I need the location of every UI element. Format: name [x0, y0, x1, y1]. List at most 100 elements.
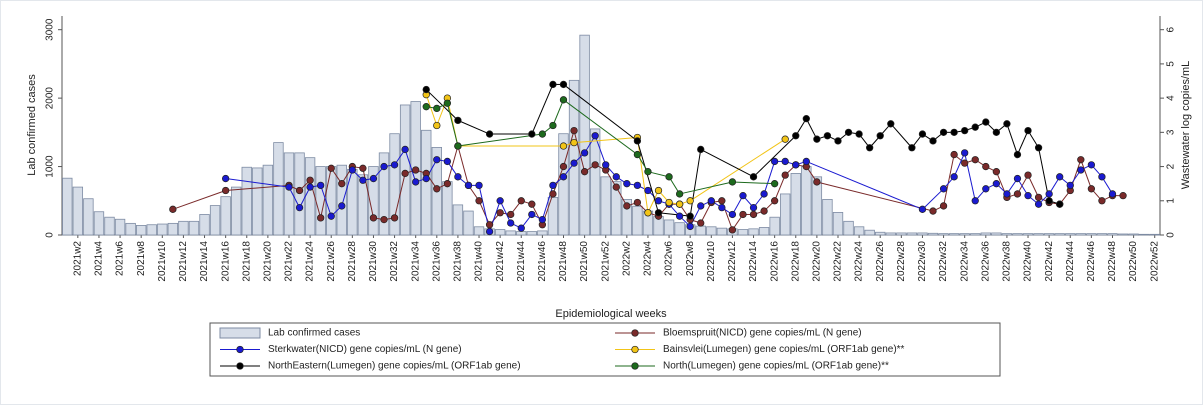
legend-label: Sterkwater(NICD) gene copies/mL (N gene)	[268, 344, 462, 355]
line-marker	[1013, 174, 1022, 183]
line-marker	[380, 162, 388, 171]
bar	[1107, 233, 1118, 236]
x-tick-label: 2021w10	[157, 241, 168, 282]
line-marker	[549, 80, 557, 89]
series-line-segment	[531, 84, 554, 135]
line-marker	[1066, 181, 1074, 190]
y-tick-label: 2000	[45, 87, 56, 110]
bar	[1138, 233, 1150, 236]
series-line-segment	[425, 94, 438, 126]
series-line-segment	[763, 161, 776, 195]
bar	[695, 225, 706, 236]
x-tick-label: 2021w4	[94, 241, 105, 276]
x-tick-label: 2021w40	[474, 241, 485, 282]
x-tick-label: 2022w42	[1044, 241, 1055, 282]
series-line-segment	[563, 99, 638, 155]
line-marker	[612, 183, 620, 191]
series-line-segment	[362, 168, 374, 218]
line-marker	[1056, 200, 1064, 208]
legend	[209, 322, 1001, 377]
line-marker	[1034, 200, 1043, 208]
line-marker	[982, 118, 990, 126]
line-marker	[918, 130, 927, 138]
bar	[864, 229, 875, 236]
bar	[516, 231, 527, 236]
x-tick-label: 2022w50	[1128, 241, 1139, 282]
series-line-segment	[552, 99, 564, 126]
bar	[262, 164, 274, 236]
series-line-segment	[446, 145, 459, 184]
bar	[801, 166, 812, 236]
bar	[1075, 233, 1086, 236]
bar	[188, 220, 200, 236]
series-line-segment	[700, 149, 754, 178]
line-marker	[770, 197, 779, 205]
bar	[167, 222, 179, 236]
y2-tick-label: 6	[1166, 26, 1177, 32]
x-tick-label: 2021w20	[263, 241, 274, 282]
line-marker	[369, 174, 378, 183]
line-marker	[992, 168, 1001, 176]
line-marker	[971, 197, 979, 205]
line-marker	[454, 116, 462, 125]
x-tick-label: 2021w30	[368, 241, 379, 282]
line-marker	[675, 190, 684, 198]
line-marker	[675, 212, 684, 220]
line-marker	[422, 174, 430, 183]
bar	[938, 233, 949, 236]
legend-label: Lab confirmed cases	[268, 328, 360, 339]
series-line-segment	[922, 188, 944, 210]
y2-tick-label: 2	[1166, 163, 1177, 169]
line-marker	[697, 219, 705, 227]
series-line-segment	[478, 200, 491, 225]
bar	[1012, 233, 1023, 236]
line-marker	[633, 198, 642, 207]
series-line-segment	[172, 190, 226, 210]
y-axis-title: Lab confirmed cases	[26, 74, 38, 176]
bar	[1065, 233, 1076, 236]
x-tick-label: 2022w24	[854, 241, 865, 282]
line-marker	[961, 126, 969, 135]
line-marker	[485, 227, 494, 236]
bar	[421, 129, 432, 236]
bar	[526, 231, 537, 236]
series-line-segment	[1027, 174, 1040, 198]
x-tick-label: 2021w28	[347, 241, 358, 282]
line-marker	[887, 120, 895, 128]
series-line-segment	[636, 137, 649, 213]
bar	[970, 233, 981, 236]
line-marker	[390, 161, 399, 169]
line-marker	[792, 161, 800, 169]
series-line-segment	[573, 130, 586, 172]
series-line-segment	[404, 149, 417, 183]
x-tick-label: 2021w38	[453, 241, 464, 282]
line-marker	[1045, 197, 1053, 205]
line-marker	[770, 180, 779, 188]
bar	[991, 232, 1002, 236]
bar	[980, 232, 991, 236]
bar	[600, 176, 611, 236]
series-line-segment	[574, 136, 638, 144]
line-marker	[718, 197, 726, 205]
series-line-segment	[1017, 130, 1029, 155]
line-marker	[749, 203, 758, 212]
x-tick-label: 2022w26	[875, 241, 886, 282]
line-marker	[517, 224, 525, 232]
bar	[885, 232, 896, 236]
bar	[948, 233, 960, 236]
series-line-segment	[457, 145, 469, 186]
line-marker	[559, 80, 568, 89]
bar	[273, 142, 284, 236]
x-tick-label: 2022w14	[748, 241, 759, 282]
bar	[125, 222, 136, 236]
x-tick-label: 2021w34	[410, 241, 421, 282]
line-marker	[317, 214, 325, 222]
bar	[558, 133, 569, 236]
bar	[822, 199, 833, 236]
line-marker	[602, 161, 610, 169]
bar	[906, 232, 918, 236]
series-line-segment	[943, 154, 955, 207]
line-marker	[1013, 190, 1022, 198]
line-marker	[982, 185, 990, 193]
